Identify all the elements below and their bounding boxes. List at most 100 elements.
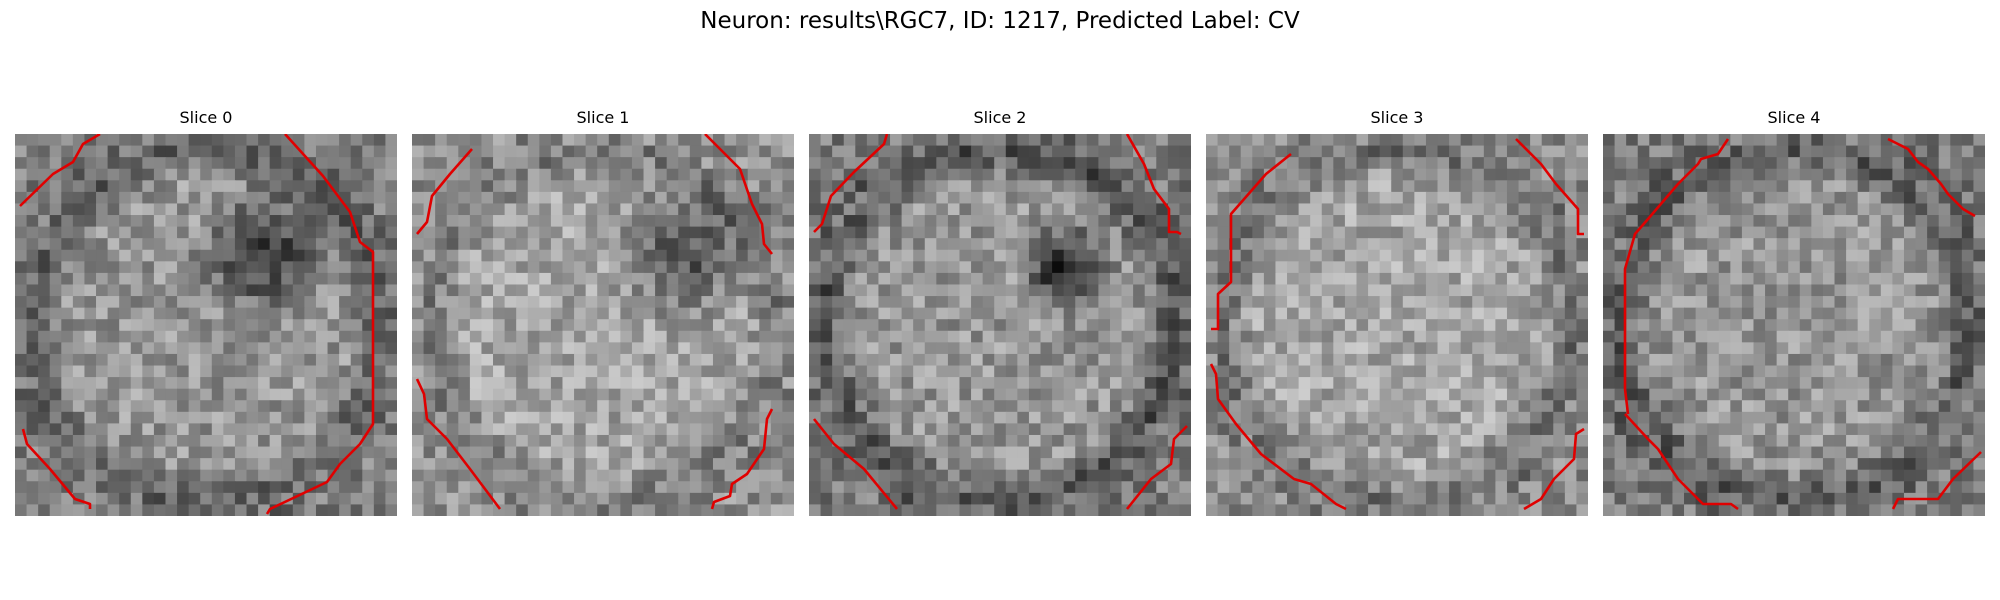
pixel <box>458 388 471 401</box>
pixel <box>1637 168 1650 181</box>
pixel <box>481 284 494 297</box>
pixel <box>689 180 702 193</box>
pixel <box>1903 238 1917 251</box>
pixel <box>1495 458 1508 471</box>
pixel <box>994 423 1007 436</box>
pixel <box>469 180 483 193</box>
pixel <box>1121 191 1134 205</box>
pixel <box>747 353 760 367</box>
pixel <box>866 492 880 506</box>
pixel <box>678 504 691 516</box>
pixel <box>1109 191 1123 205</box>
pixel <box>1626 330 1639 343</box>
pixel <box>678 400 691 413</box>
pixel <box>223 238 236 251</box>
pixel <box>26 504 39 516</box>
pixel <box>188 307 201 320</box>
pixel <box>562 238 575 251</box>
pixel <box>832 469 845 482</box>
pixel <box>107 353 120 367</box>
pixel <box>1263 296 1277 309</box>
pixel <box>843 261 856 274</box>
pixel <box>1530 434 1543 448</box>
pixel <box>1707 307 1720 320</box>
pixel <box>585 215 598 228</box>
pixel <box>200 400 213 413</box>
pixel <box>1518 238 1531 251</box>
pixel <box>130 481 143 494</box>
pixel <box>1344 365 1358 378</box>
pixel <box>153 434 167 448</box>
pixel <box>1684 342 1697 355</box>
pixel <box>435 377 448 390</box>
pixel <box>655 434 668 448</box>
pixel <box>1287 330 1300 343</box>
pixel <box>666 180 679 193</box>
pixel <box>1028 342 1042 355</box>
pixel <box>1483 319 1496 332</box>
pixel <box>971 492 984 506</box>
pixel <box>1460 238 1473 251</box>
pixel <box>1553 365 1566 378</box>
pixel <box>1121 157 1134 170</box>
pixel <box>423 353 436 367</box>
pixel <box>585 492 598 506</box>
pixel <box>820 388 833 401</box>
pixel <box>61 272 74 286</box>
pixel <box>550 446 564 459</box>
pixel <box>1834 226 1847 239</box>
pixel <box>1310 400 1323 413</box>
pixel <box>620 272 633 286</box>
pixel <box>188 411 201 424</box>
pixel <box>142 249 155 262</box>
pixel <box>1109 319 1123 332</box>
pixel <box>1730 261 1743 274</box>
pixel <box>1017 458 1030 471</box>
pixel <box>1564 134 1578 147</box>
pixel <box>258 134 271 147</box>
pixel <box>1707 272 1720 286</box>
pixel <box>1776 134 1789 147</box>
pixel <box>269 458 282 471</box>
pixel <box>1718 296 1731 309</box>
pixel <box>1263 365 1277 378</box>
pixel <box>1321 377 1334 390</box>
pixel <box>1098 446 1111 459</box>
pixel <box>1144 319 1157 332</box>
pixel <box>177 134 190 147</box>
pixel <box>339 411 352 424</box>
pixel <box>1449 423 1462 436</box>
pixel <box>1156 272 1169 286</box>
pixel <box>1179 180 1191 193</box>
pixel <box>1564 261 1578 274</box>
pixel <box>1564 284 1578 297</box>
pixel <box>1063 191 1076 205</box>
pixel <box>1028 226 1042 239</box>
pixel <box>119 145 132 158</box>
pixel <box>1834 157 1847 170</box>
pixel <box>631 411 645 424</box>
pixel <box>1133 249 1146 262</box>
pixel <box>281 180 294 193</box>
pixel <box>1530 481 1543 494</box>
pixel <box>200 330 213 343</box>
pixel <box>15 400 28 413</box>
pixel <box>1695 215 1708 228</box>
pixel <box>423 284 436 297</box>
pixel <box>327 284 340 297</box>
pixel <box>550 261 564 274</box>
pixel <box>782 249 794 262</box>
pixel <box>1040 157 1053 170</box>
pixel <box>913 180 926 193</box>
pixel <box>1973 180 1985 193</box>
pixel <box>1695 272 1708 286</box>
pixel <box>1028 249 1042 262</box>
pixel <box>385 400 397 413</box>
pixel <box>1017 134 1030 147</box>
pixel <box>782 134 794 147</box>
pixel <box>855 226 868 239</box>
pixel <box>1449 377 1462 390</box>
pixel <box>1156 307 1169 320</box>
pixel <box>165 446 178 459</box>
pixel <box>832 319 845 332</box>
